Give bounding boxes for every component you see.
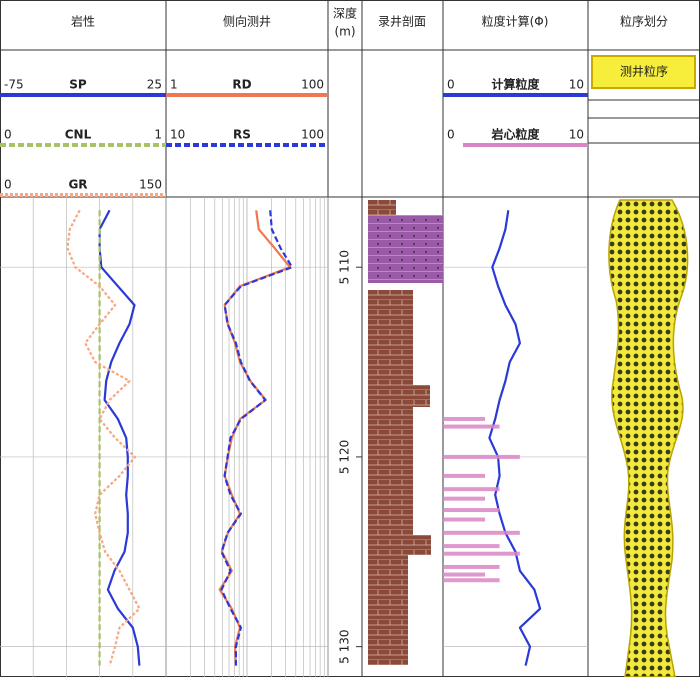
scale-name: SP — [69, 78, 87, 92]
scale-name: CNL — [65, 128, 92, 142]
core-bar — [443, 517, 486, 522]
scale-min: -75 — [4, 78, 24, 92]
track-title: 侧向测井 — [223, 14, 271, 29]
core-bar — [443, 487, 500, 492]
scale-max: 10 — [569, 78, 584, 92]
scale-max: 100 — [301, 78, 324, 92]
core-bar — [443, 473, 486, 478]
scale-max: 150 — [139, 178, 162, 192]
sequence-label: 测井粒序 — [620, 64, 668, 79]
scale-name: RS — [233, 128, 251, 142]
scale-name: 岩心粒度 — [490, 127, 540, 142]
scale-max: 100 — [301, 128, 324, 142]
track-grid — [0, 197, 588, 677]
depth-tick-label: 5 110 — [338, 250, 352, 284]
core-bar — [443, 496, 486, 501]
scale-name: RD — [232, 78, 251, 92]
core-bar — [443, 508, 500, 513]
core-bar — [443, 416, 486, 421]
scale-min: 0 — [447, 128, 455, 142]
log-curve — [220, 210, 294, 666]
depth-title: 深度 — [333, 6, 357, 21]
core-bar — [443, 572, 486, 577]
core-bar — [443, 544, 500, 549]
lithology-log — [368, 200, 443, 665]
depth-title: (m) — [334, 25, 355, 39]
depth-tick-label: 5 130 — [338, 629, 352, 663]
sequence-legend-box — [591, 55, 696, 89]
scale-min: 0 — [447, 78, 455, 92]
core-bar — [443, 530, 520, 535]
core-bar — [443, 454, 520, 459]
scale-max: 10 — [569, 128, 584, 142]
grain-sequence — [608, 199, 689, 678]
scale-max: 1 — [154, 128, 162, 142]
scale-max: 25 — [147, 78, 162, 92]
scale-min: 10 — [170, 128, 185, 142]
track-title: 粒度计算(Φ) — [482, 14, 549, 29]
core-bar — [443, 564, 500, 569]
log-curve — [98, 209, 141, 666]
scale-name: 计算粒度 — [491, 77, 540, 92]
core-bar — [443, 578, 500, 583]
core-bar — [443, 424, 500, 429]
track-title: 岩性 — [71, 14, 95, 29]
log-curve — [488, 210, 542, 666]
log-curve — [66, 209, 141, 666]
scale-name: GR — [68, 178, 87, 192]
core-bar — [443, 551, 520, 556]
scale-min: 1 — [170, 78, 178, 92]
scale-min: 0 — [4, 128, 12, 142]
lithology-title: 录井剖面 — [378, 15, 426, 29]
depth-tick-label: 5 120 — [338, 440, 352, 474]
scale-min: 0 — [4, 178, 12, 192]
sequence-title: 粒序划分 — [620, 14, 668, 29]
